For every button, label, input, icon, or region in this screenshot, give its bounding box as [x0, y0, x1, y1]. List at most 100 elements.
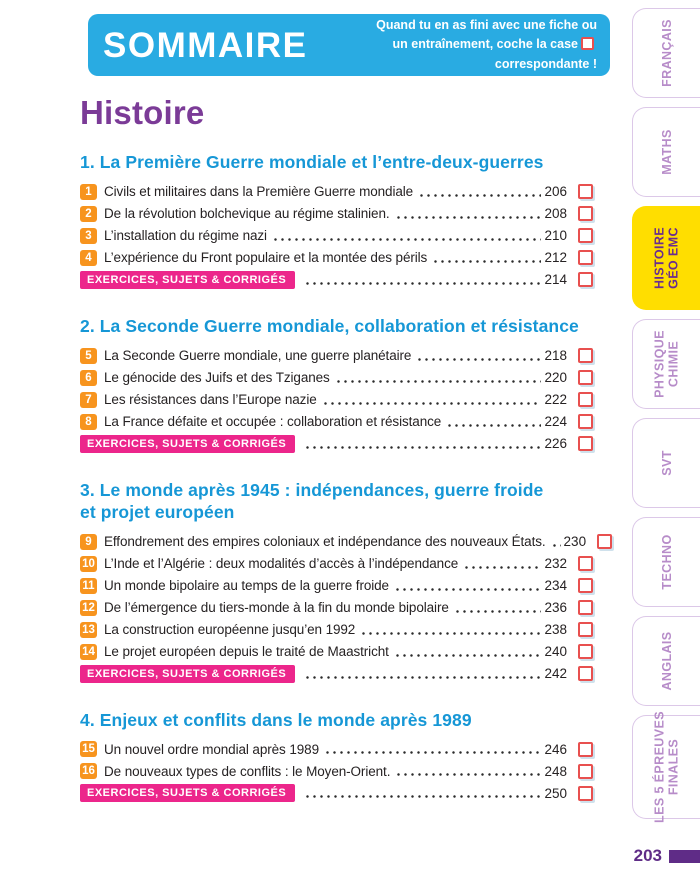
sommaire-title: SOMMAIRE	[103, 25, 308, 65]
tab-francais[interactable]: FRANÇAIS	[632, 8, 700, 98]
toc-item-row: 7 Les résistances dans l’Europe nazie 22…	[80, 389, 593, 411]
folio-bar	[669, 849, 700, 863]
item-number-badge: 11	[80, 577, 97, 594]
item-checkbox[interactable]	[578, 600, 593, 615]
exercises-badge: EXERCICES, SUJETS & CORRIGÉS	[80, 664, 296, 683]
item-checkbox[interactable]	[578, 741, 593, 757]
sections-list: 1. La Première Guerre mondiale et l’entr…	[80, 152, 613, 805]
item-label: L’Inde et l’Algérie : deux modalités d’a…	[104, 556, 459, 571]
dotted-leader	[394, 215, 542, 219]
exercises-badge: EXERCICES, SUJETS & CORRIGÉS	[80, 270, 296, 289]
item-number-badge: 12	[80, 599, 97, 616]
item-page-number: 232	[544, 556, 567, 571]
exercises-checkbox[interactable]	[578, 666, 593, 681]
item-page-number: 234	[544, 578, 567, 593]
dotted-leader	[304, 675, 542, 679]
toc-item-row: 2 De la révolution bolchevique au régime…	[80, 203, 593, 225]
toc-item-row: 4 L’expérience du Front populaire et la …	[80, 247, 593, 269]
toc-section: 2. La Seconde Guerre mondiale, collabora…	[80, 316, 593, 455]
section-title: 1. La Première Guerre mondiale et l’entr…	[80, 152, 544, 172]
tab-label: PHYSIQUE CHIMIE	[652, 330, 681, 398]
dotted-leader	[463, 565, 542, 569]
toc-item-row: 9 Effondrement des empires coloniaux et …	[80, 531, 613, 553]
exercises-page-number: 250	[544, 785, 567, 801]
section-title: 3. Le monde après 1945 : indépendances, …	[80, 479, 544, 522]
tab-anglais[interactable]: ANGLAIS	[632, 616, 700, 706]
item-page-number: 208	[544, 206, 567, 222]
tab-maths[interactable]: MATHS	[632, 107, 700, 197]
item-checkbox[interactable]	[578, 556, 593, 571]
item-label: Civils et militaires dans la Première Gu…	[104, 184, 414, 200]
item-checkbox[interactable]	[578, 370, 593, 386]
tab-svt[interactable]: SVT	[632, 418, 700, 508]
dotted-leader	[453, 609, 542, 613]
tab-label: SVT	[659, 450, 674, 476]
item-number-badge: 16	[80, 763, 97, 780]
toc-item-row: 6 Le génocide des Juifs et des Tziganes …	[80, 367, 593, 389]
item-label: Effondrement des empires coloniaux et in…	[104, 534, 546, 549]
item-label: Le projet européen depuis le traité de M…	[104, 644, 389, 659]
page-number: 203	[633, 846, 662, 865]
item-page-number: 240	[544, 644, 567, 659]
item-label: Les résistances dans l’Europe nazie	[104, 392, 317, 408]
item-label: Un nouvel ordre mondial après 1989	[104, 741, 319, 757]
item-checkbox[interactable]	[578, 763, 593, 779]
item-checkbox[interactable]	[578, 206, 593, 222]
item-number-badge: 2	[80, 205, 97, 222]
item-checkbox[interactable]	[597, 534, 613, 549]
exercises-row: EXERCICES, SUJETS & CORRIGÉS 250	[80, 782, 593, 804]
tab-physique-chimie[interactable]: PHYSIQUE CHIMIE	[632, 319, 700, 409]
item-page-number: 246	[544, 741, 567, 757]
toc-section: 3. Le monde après 1945 : indépendances, …	[80, 479, 613, 685]
item-number-badge: 9	[80, 533, 97, 550]
item-page-number: 218	[544, 348, 567, 364]
item-number-badge: 4	[80, 249, 97, 266]
exercises-page-number: 226	[544, 436, 567, 452]
exercises-checkbox[interactable]	[578, 436, 593, 452]
banner-instruction: Quand tu en as fini avec une fiche ou un…	[308, 16, 597, 74]
tab-techno[interactable]: TECHNO	[632, 517, 700, 607]
item-checkbox[interactable]	[578, 644, 593, 659]
item-checkbox[interactable]	[578, 392, 593, 408]
tab-histoire-geo-emc[interactable]: HISTOIRE GÉO EMC	[632, 206, 700, 310]
item-page-number: 236	[544, 600, 567, 615]
toc-item-row: 8 La France défaite et occupée : collabo…	[80, 411, 593, 433]
item-checkbox[interactable]	[578, 348, 593, 364]
toc-item-row: 3 L’installation du régime nazi 210	[80, 225, 593, 247]
exercises-badge: EXERCICES, SUJETS & CORRIGÉS	[80, 784, 296, 803]
section-title: 2. La Seconde Guerre mondiale, collabora…	[80, 315, 579, 336]
item-number-badge: 7	[80, 391, 97, 408]
page-folio: 203	[634, 846, 700, 866]
dotted-leader	[393, 587, 542, 591]
toc-item-row: 1 Civils et militaires dans la Première …	[80, 181, 593, 203]
exercises-page-number: 214	[544, 272, 567, 288]
toc-section: 4. Enjeux et conflits dans le monde aprè…	[80, 710, 593, 805]
dotted-leader	[304, 795, 542, 799]
item-number-badge: 10	[80, 555, 97, 572]
item-page-number: 206	[544, 184, 567, 200]
tab-les-5-epreuves-finales[interactable]: LES 5 ÉPREUVES FINALES	[632, 711, 700, 823]
tab-label: ANGLAIS	[659, 631, 674, 691]
dotted-leader	[418, 193, 542, 197]
instruction-line1: Quand tu en as fini avec une fiche ou	[376, 17, 597, 32]
item-label: Le génocide des Juifs et des Tziganes	[104, 370, 330, 386]
item-number-badge: 6	[80, 369, 97, 386]
item-checkbox[interactable]	[578, 228, 593, 244]
exercises-checkbox[interactable]	[578, 785, 593, 801]
toc-item-row: 15 Un nouvel ordre mondial après 1989 24…	[80, 738, 593, 760]
item-checkbox[interactable]	[578, 578, 593, 593]
item-label: La Seconde Guerre mondiale, une guerre p…	[104, 348, 412, 364]
item-number-badge: 15	[80, 741, 97, 758]
item-label: Un monde bipolaire au temps de la guerre…	[104, 578, 389, 593]
item-label: La construction européenne jusqu’en 1992	[104, 622, 356, 637]
exercises-checkbox[interactable]	[578, 272, 593, 288]
dotted-leader	[393, 653, 542, 657]
item-checkbox[interactable]	[578, 184, 593, 200]
section-rows: 9 Effondrement des empires coloniaux et …	[80, 531, 613, 685]
section-rows: 5 La Seconde Guerre mondiale, une guerre…	[80, 345, 593, 455]
item-checkbox[interactable]	[578, 622, 593, 637]
toc-section: 1. La Première Guerre mondiale et l’entr…	[80, 152, 593, 291]
subject-tabs: FRANÇAIS MATHS HISTOIRE GÉO EMC PHYSIQUE…	[632, 8, 700, 828]
item-checkbox[interactable]	[578, 414, 593, 430]
item-checkbox[interactable]	[578, 250, 593, 266]
